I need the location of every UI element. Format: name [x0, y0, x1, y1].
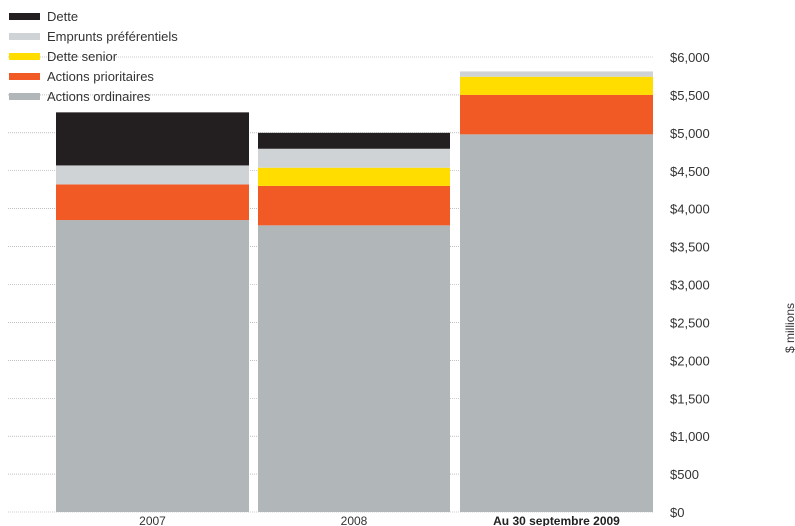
bar-segment — [258, 225, 450, 512]
legend-swatch — [9, 93, 40, 100]
legend-swatch — [9, 13, 40, 20]
y-tick-label: $1,000 — [670, 429, 710, 444]
y-tick-label: $4,000 — [670, 202, 710, 217]
legend-label: Dette senior — [47, 49, 118, 64]
bar-segment — [56, 112, 249, 166]
y-tick-label: $0 — [670, 505, 684, 520]
bar-segment — [56, 184, 249, 221]
bars — [56, 71, 653, 512]
bar-segment — [258, 132, 450, 149]
y-tick-label: $2,500 — [670, 315, 710, 330]
y-tick-label: $6,000 — [670, 50, 710, 65]
bar-segment — [460, 94, 653, 135]
legend: Dette Emprunts préférentiels Dette senior A… — [9, 9, 178, 104]
x-tick-label: 2008 — [341, 514, 368, 526]
y-tick-label: $3,000 — [670, 278, 710, 293]
legend-swatch — [9, 73, 40, 80]
y-tick-label: $5,500 — [670, 88, 710, 103]
y-axis-title: $ millions — [783, 303, 795, 353]
x-tick-label: Au 30 septembre 2009 — [493, 514, 620, 526]
y-tick-label: $1,500 — [670, 391, 710, 406]
legend-label: Emprunts préférentiels — [47, 29, 178, 44]
legend-swatch — [9, 33, 40, 40]
y-axis-ticks: $0 $500 $1,000 $1,500 $2,000 $2,500 $3,000 $3,5… — [670, 50, 710, 520]
bar-segment — [460, 71, 653, 77]
bar-segment — [460, 76, 653, 95]
bar-segment — [258, 148, 450, 168]
y-tick-label: $5,000 — [670, 126, 710, 141]
bar-segment — [460, 134, 653, 512]
legend-label: Actions prioritaires — [47, 69, 154, 84]
y-tick-label: $2,000 — [670, 353, 710, 368]
x-axis-categories: 2007 2008 Au 30 septembre 2009 — [139, 514, 620, 526]
bar-segment — [56, 165, 249, 185]
legend-label: Dette — [47, 9, 78, 24]
bar-segment — [56, 220, 249, 512]
y-tick-label: $3,500 — [670, 240, 710, 255]
bar-segment — [258, 185, 450, 226]
bar-segment — [258, 167, 450, 186]
y-tick-label: $4,500 — [670, 164, 710, 179]
y-tick-label: $500 — [670, 467, 699, 482]
legend-swatch — [9, 53, 40, 60]
legend-label: Actions ordinaires — [47, 89, 151, 104]
x-tick-label: 2007 — [139, 514, 166, 526]
